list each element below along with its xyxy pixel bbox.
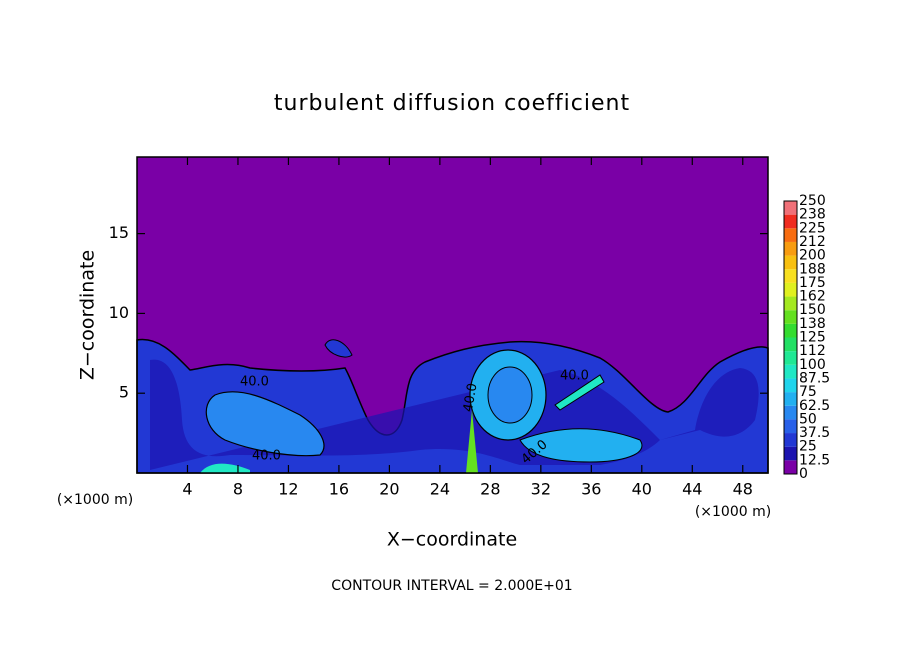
colorbar-band <box>784 460 797 474</box>
contour-label: 40.0 <box>252 449 281 464</box>
x-tick-label: 4 <box>182 480 192 499</box>
colorbar-band <box>784 392 797 406</box>
field-region <box>324 339 353 358</box>
colorbar-band <box>784 201 797 215</box>
colorbar-band <box>784 337 797 352</box>
colorbar-label: 112 <box>799 343 826 359</box>
colorbar-label: 25 <box>799 439 817 455</box>
colorbar-band <box>784 351 797 365</box>
x-axis-label: X−coordinate <box>387 529 517 551</box>
colorbar-label: 87.5 <box>799 370 830 386</box>
colorbar-label: 62.5 <box>799 398 830 414</box>
colorbar-label: 188 <box>799 261 826 277</box>
colorbar-band <box>784 323 797 338</box>
x-tick-label: 28 <box>480 480 500 499</box>
footer: CONTOUR INTERVAL = 2.000E+01 <box>331 578 572 594</box>
x-tick-label: 32 <box>531 480 551 499</box>
colorbar-band <box>784 228 797 242</box>
x-tick-label: 44 <box>682 480 702 499</box>
x-tick-label: 12 <box>278 480 298 499</box>
x-unit: (×1000 m) <box>695 504 771 520</box>
colorbar-label: 175 <box>799 275 826 291</box>
colorbar-band <box>784 433 797 447</box>
chart-title: turbulent diffusion coefficient <box>274 91 630 116</box>
x-tick-label: 40 <box>632 480 652 499</box>
colorbar-label: 250 <box>799 193 826 209</box>
colorbar-band <box>784 446 797 461</box>
colorbar-band <box>784 405 797 420</box>
colorbar-label: 37.5 <box>799 425 830 441</box>
colorbar-label: 212 <box>799 234 826 250</box>
y-tick-label: 5 <box>119 383 129 402</box>
colorbar-band <box>784 214 797 229</box>
colorbar-label: 138 <box>799 316 826 332</box>
colorbar-label: 238 <box>799 207 826 223</box>
x-tick-label: 8 <box>233 480 243 499</box>
contour-label: 40.0 <box>240 375 269 390</box>
contour-label: 40.0 <box>461 382 481 413</box>
x-unit: (×1000 m) <box>57 492 133 508</box>
colorbar-label: 150 <box>799 302 826 318</box>
y-axis-label: Z−coordinate <box>77 250 99 380</box>
colorbar-band <box>784 282 797 297</box>
x-tick-label: 20 <box>379 480 399 499</box>
colorbar-label: 0 <box>799 466 808 482</box>
colorbar-label: 75 <box>799 384 817 400</box>
colorbar-band <box>784 364 797 379</box>
colorbar-label: 100 <box>799 357 826 373</box>
contour-label: 40.0 <box>560 369 589 384</box>
field-region <box>205 391 325 457</box>
x-tick-label: 48 <box>733 480 753 499</box>
y-tick-label: 15 <box>109 223 129 242</box>
field-region <box>466 410 478 473</box>
colorbar-frame <box>783 200 798 475</box>
colorbar-band <box>784 241 797 256</box>
x-tick-label: 16 <box>329 480 349 499</box>
field: 40.0 40.0 40.0 40.0 40.0 <box>136 157 769 474</box>
x-tick-label: 24 <box>430 480 450 499</box>
colorbar-label: 162 <box>799 289 826 305</box>
colorbar-label: 225 <box>799 220 826 236</box>
field-region <box>487 366 533 424</box>
colorbar-band <box>784 419 797 434</box>
colorbar-band <box>784 310 797 324</box>
colorbar-band <box>784 378 797 393</box>
colorbar-label: 125 <box>799 330 826 346</box>
colorbar-band <box>784 296 797 311</box>
x-tick-label: 36 <box>581 480 601 499</box>
colorbar-label: 50 <box>799 411 817 427</box>
field-region <box>554 374 605 411</box>
colorbar-band <box>784 255 797 270</box>
y-tick-label: 10 <box>109 303 129 322</box>
colorbar-label: 12.5 <box>799 452 830 468</box>
colorbar-band <box>784 269 797 283</box>
field-region <box>519 428 643 463</box>
plot-frame <box>136 156 769 474</box>
colorbar-label: 200 <box>799 248 826 264</box>
